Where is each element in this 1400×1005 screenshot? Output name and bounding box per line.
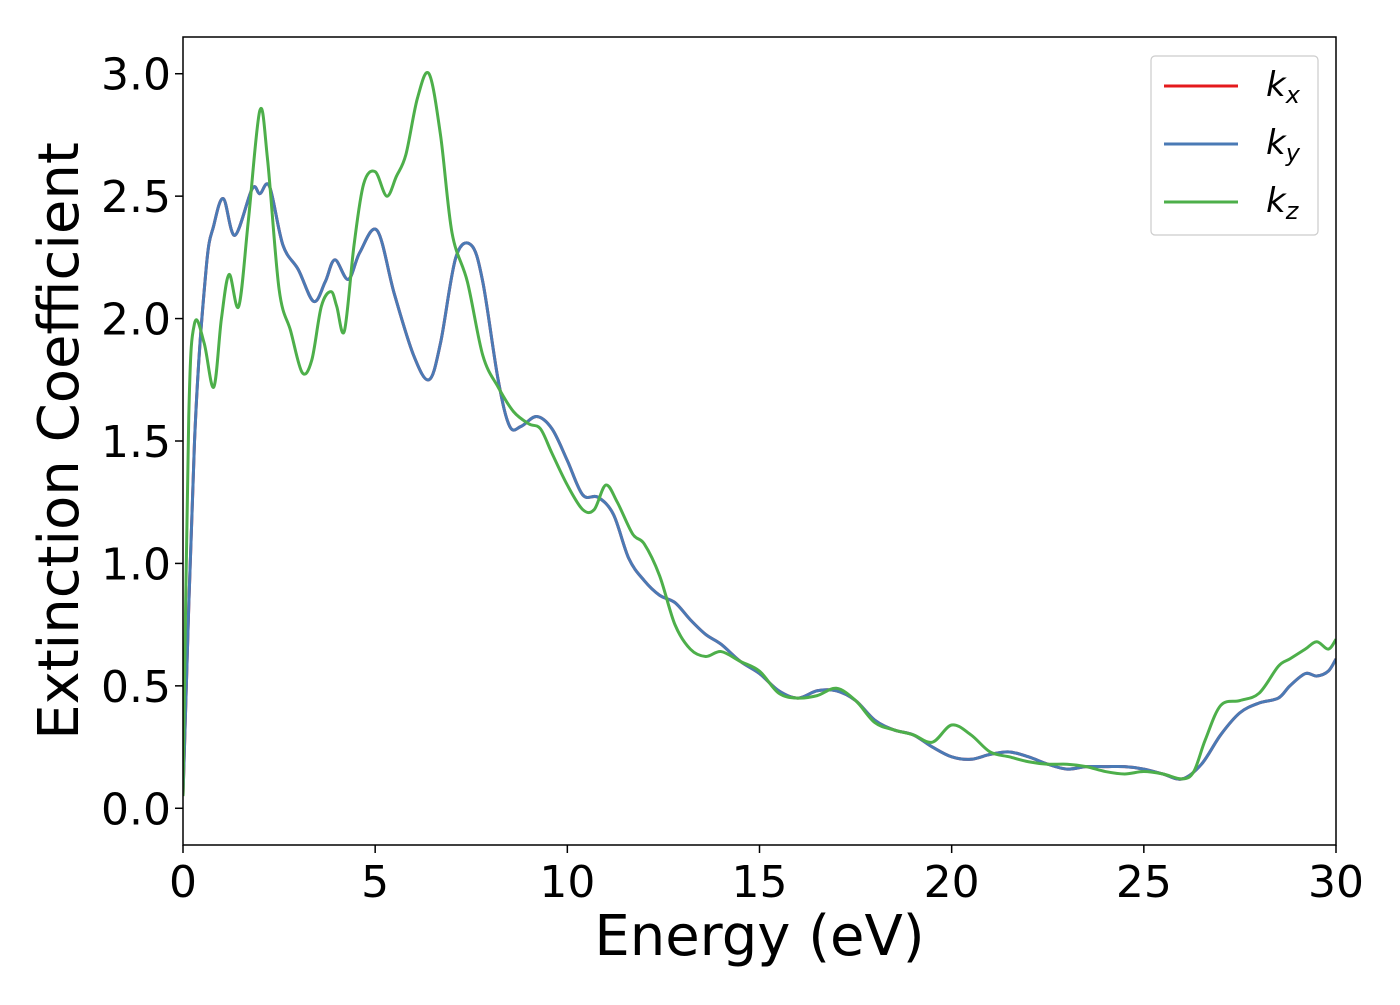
series-line-ky — [183, 182, 1336, 797]
series-line-kz — [183, 70, 1336, 797]
x-tick-label: 0 — [169, 857, 197, 908]
x-tick-label: 5 — [361, 857, 389, 908]
series-layer — [183, 70, 1336, 797]
x-tick-label: 20 — [924, 857, 980, 908]
y-tick-label: 2.0 — [101, 295, 171, 346]
x-tick-label: 15 — [732, 857, 788, 908]
series-line-kx — [183, 182, 1336, 797]
x-tick-label: 25 — [1116, 857, 1172, 908]
y-axis-title: Extinction Coefficient — [27, 142, 92, 740]
legend: kx ky kz — [1150, 55, 1319, 236]
x-tick-label: 30 — [1308, 857, 1364, 908]
ticks-layer: 0 5 10 15 20 25 30 0.0 0.5 1.0 1.5 2.0 2.5 3.0 — [101, 50, 1364, 908]
x-axis-title: Energy (eV) — [594, 904, 924, 969]
legend-items: kx ky kz — [1164, 65, 1301, 225]
y-tick-label: 0.0 — [101, 784, 171, 835]
y-tick-label: 0.5 — [101, 662, 171, 713]
legend-label-ky: ky — [1266, 123, 1301, 167]
legend-label-kx: kx — [1266, 65, 1301, 109]
legend-label-kz: kz — [1266, 181, 1300, 225]
y-tick-label: 3.0 — [101, 50, 171, 101]
y-tick-label: 1.5 — [101, 417, 171, 468]
x-tick-label: 10 — [539, 857, 595, 908]
y-tick-label: 2.5 — [101, 172, 171, 223]
y-tick-label: 1.0 — [101, 539, 171, 590]
